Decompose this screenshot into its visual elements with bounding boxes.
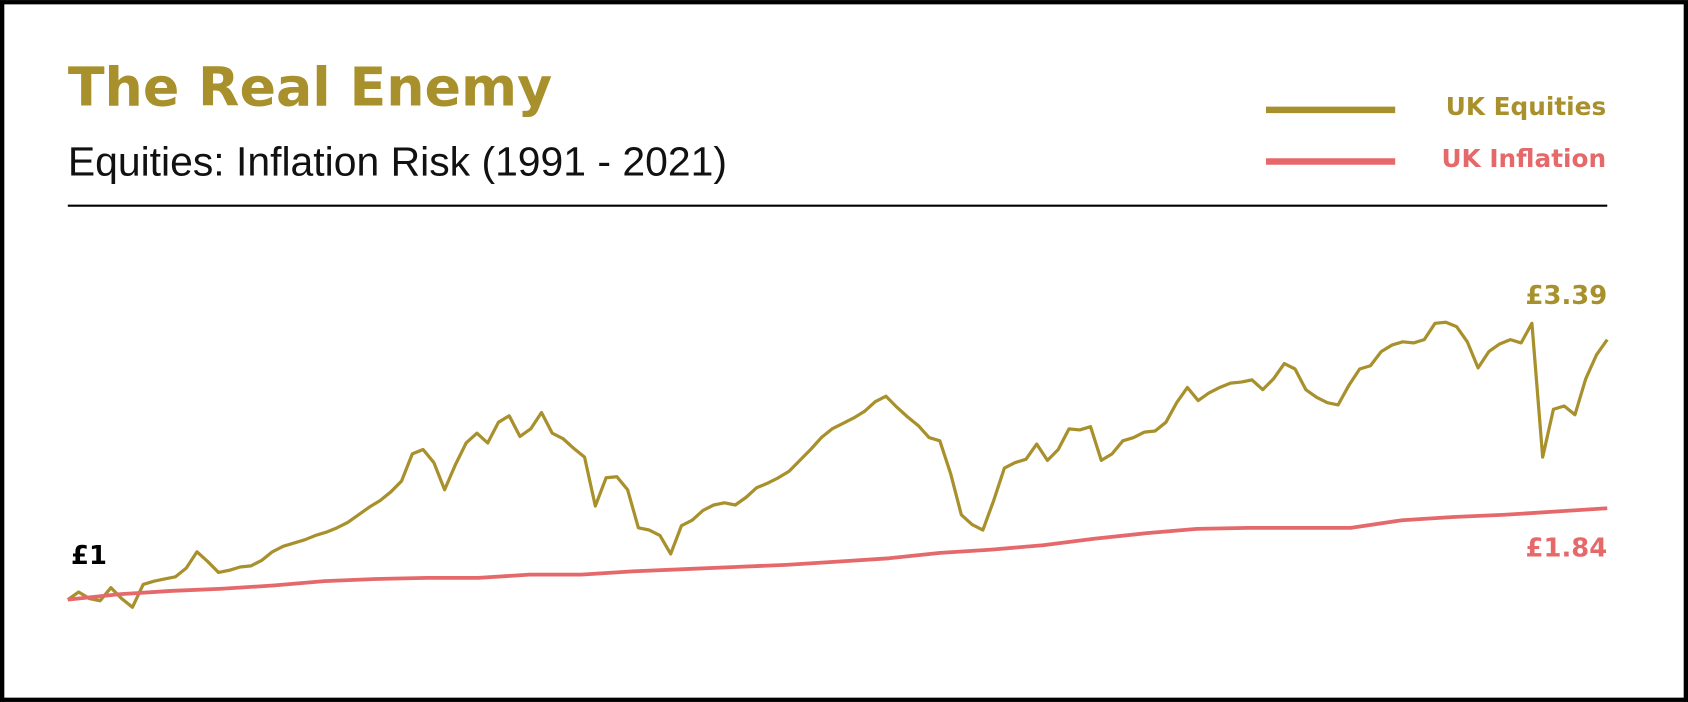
end-label: £1.84 [1526, 534, 1608, 564]
end-label: £3.39 [1526, 281, 1608, 311]
chart-subtitle: Equities: Inflation Risk (1991 - 2021) [68, 139, 727, 185]
legend-label: UK Equities [1446, 92, 1606, 121]
chart-title: The Real Enemy [68, 56, 552, 119]
series-line [67, 506, 1608, 602]
legend-label: UK Inflation [1441, 144, 1606, 173]
series-line [66, 320, 1609, 609]
start-label: £1 [71, 541, 107, 571]
